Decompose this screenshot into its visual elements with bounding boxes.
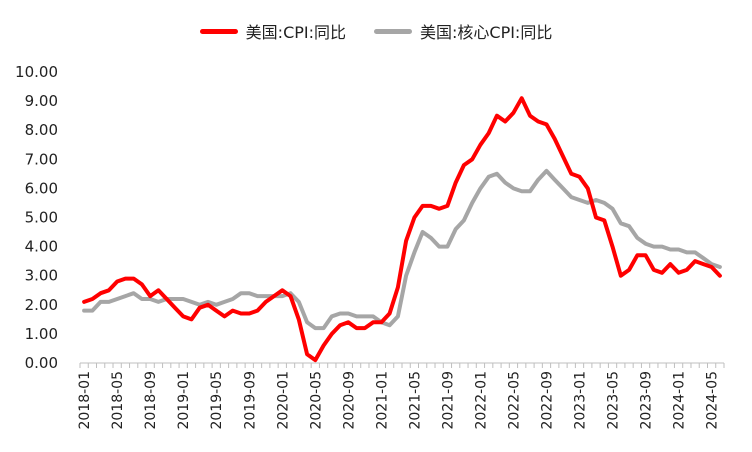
series-line-cpi: [82, 96, 722, 363]
x-tick-label: 2018-01: [77, 371, 93, 430]
x-tick-label: 2019-05: [209, 371, 225, 430]
x-tick-label: 2022-05: [506, 371, 522, 430]
x-tick-label: 2021-05: [407, 371, 423, 430]
x-tick-label: 2019-01: [176, 371, 192, 430]
x-tick-label: 2024-05: [705, 371, 721, 430]
x-tick-label: 2020-01: [275, 371, 291, 430]
x-tick-label: 2018-05: [110, 371, 126, 430]
x-tick-label: 2021-09: [440, 371, 456, 430]
series-line-core-cpi: [82, 168, 722, 331]
x-tick-label: 2020-09: [341, 371, 357, 430]
y-tick-label: 2.00: [25, 296, 58, 314]
x-tick-label: 2022-09: [539, 371, 555, 430]
y-tick-label: 3.00: [25, 267, 58, 285]
y-tick-label: 1.00: [25, 325, 58, 343]
y-tick-label: 4.00: [25, 238, 58, 256]
x-tick-label: 2024-01: [672, 371, 688, 430]
x-tick-label: 2019-09: [242, 371, 258, 430]
y-tick-label: 0.00: [25, 354, 58, 372]
x-tick-label: 2021-01: [374, 371, 390, 430]
y-tick-label: 6.00: [25, 179, 58, 197]
x-tick-label: 2020-05: [308, 371, 324, 430]
y-tick-label: 5.00: [25, 209, 58, 227]
y-tick-label: 10.00: [15, 63, 58, 81]
y-tick-label: 9.00: [25, 92, 58, 110]
legend-swatch-core-cpi: [374, 28, 412, 34]
legend: 美国:CPI:同比 美国:核心CPI:同比: [0, 18, 752, 44]
legend-label-cpi: 美国:CPI:同比: [245, 23, 346, 42]
x-tick-label: 2022-01: [473, 371, 489, 430]
x-tick-label: 2023-05: [606, 371, 622, 430]
legend-swatch-cpi: [199, 28, 238, 34]
x-tick-label: 2023-09: [639, 371, 655, 430]
x-tick-label: 2018-09: [143, 371, 159, 430]
legend-label-core-cpi: 美国:核心CPI:同比: [420, 23, 553, 42]
x-tick-label: 2023-01: [573, 371, 589, 430]
legend-item-core-cpi: 美国:核心CPI:同比: [374, 19, 552, 43]
y-tick-label: 7.00: [25, 150, 58, 168]
y-tick-label: 8.00: [25, 121, 58, 139]
legend-item-cpi: 美国:CPI:同比: [199, 19, 346, 43]
